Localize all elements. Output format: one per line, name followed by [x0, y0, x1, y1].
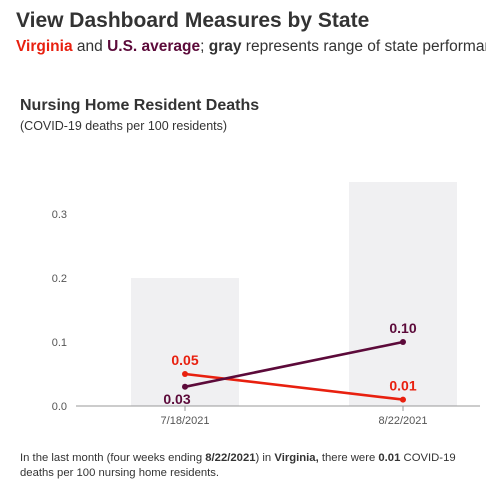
footnote-state: Virginia, [274, 452, 319, 464]
legend-us-average: U.S. average [107, 38, 201, 55]
series-lines [182, 339, 406, 403]
footnote-p2: ) in [255, 452, 275, 464]
data-point [400, 339, 406, 345]
data-label: 0.01 [389, 378, 416, 394]
y-tick-label: 0.2 [52, 273, 67, 285]
x-tick-label: 7/18/2021 [161, 415, 210, 427]
data-label: 0.10 [389, 320, 416, 336]
y-tick-label: 0.1 [52, 337, 67, 349]
y-tick-label: 0.0 [52, 401, 67, 413]
series-line [184, 340, 404, 389]
page-title: View Dashboard Measures by State [16, 9, 370, 32]
x-tick-label: 8/22/2021 [379, 415, 428, 427]
chart-svg: 0.0 0.1 0.2 0.3 7/18/2021 8/22/2021 0.05 0.01… [52, 182, 480, 427]
chart-title: Nursing Home Resident Deaths [20, 97, 260, 114]
footnote-p4: COVID-19 deaths per 100 nursing home res… [20, 452, 456, 479]
range-bar [349, 182, 457, 406]
data-point [182, 371, 188, 377]
chart-subtitle: (COVID-19 deaths per 100 residents) [20, 119, 228, 133]
data-point [182, 383, 188, 390]
footnote-date: 8/22/2021 [205, 452, 256, 464]
legend-virginia: Virginia [16, 38, 73, 55]
x-axis: 7/18/2021 8/22/2021 [161, 406, 428, 427]
legend-sep: ; [200, 38, 209, 55]
legend-rest: represents range of state performance [241, 38, 486, 55]
range-bars [131, 182, 457, 406]
footnote-p3: there were [318, 452, 379, 464]
y-axis: 0.0 0.1 0.2 0.3 [52, 209, 67, 413]
legend-subtitle: Virginia and U.S. average; gray represen… [16, 38, 486, 56]
data-label: 0.03 [163, 391, 190, 407]
footnote: In the last month (four weeks ending 8/2… [20, 451, 480, 481]
legend-and: and [72, 38, 108, 55]
legend-gray: gray [208, 38, 242, 55]
data-point [400, 396, 406, 403]
data-labels: 0.05 0.01 0.03 0.10 [163, 320, 416, 407]
y-tick-label: 0.3 [52, 209, 67, 221]
footnote-value: 0.01 [378, 452, 401, 464]
footnote-p1: In the last month (four weeks ending [20, 452, 206, 464]
data-label: 0.05 [171, 352, 198, 368]
